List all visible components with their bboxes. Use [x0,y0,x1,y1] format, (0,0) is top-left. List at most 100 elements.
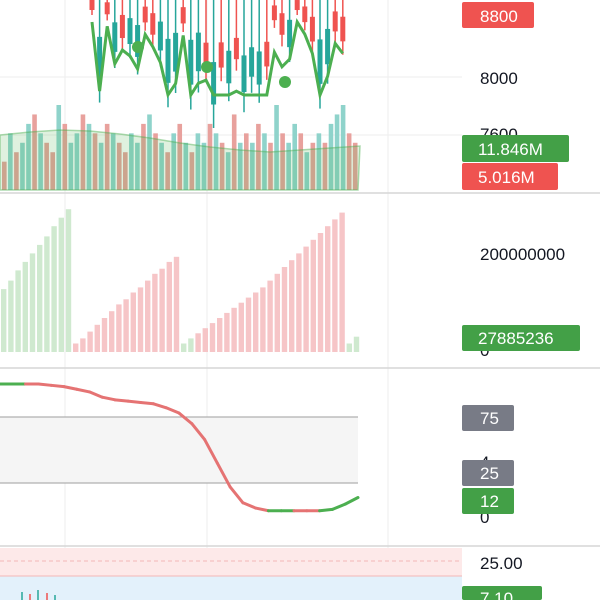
cumulative-bar [15,270,21,352]
cumulative-bar [1,289,7,352]
volume-bar [195,133,201,190]
oscillator-segment [100,395,117,402]
trend-dot [279,76,291,88]
oscillator-segment [254,506,270,513]
volume-bar [135,142,140,190]
volume-bar [80,114,86,190]
volume-down-badge-text: 5.016M [478,168,535,187]
candle [233,0,239,71]
oscillator-segment [62,385,79,391]
candle [302,0,308,31]
cumulative-bar [166,261,172,352]
volume-bar [14,152,19,190]
volume-bar [316,133,322,190]
volume-bar [110,133,116,190]
volume-bar [183,142,189,190]
volume-bar [68,142,74,190]
cumulative-bar [274,273,280,352]
cumulative-bar [137,287,144,352]
cumulative-bar [202,328,208,352]
oscillator-value-badge: 12 [462,488,514,514]
volume-bar [250,142,255,190]
cumulative-bar [159,268,165,352]
candle [119,0,125,51]
candle [142,0,148,31]
volume-bar [171,133,176,190]
cumulative-bar [73,343,79,352]
cumulative-bars [1,209,360,352]
cumulative-bar [145,280,151,352]
cumulative-bar [332,219,338,352]
volume-up-badge: 11.846M [462,135,569,162]
cumulative-bar [58,217,64,352]
candle [226,0,232,102]
volume-bar [153,133,158,190]
oscillator-segment [177,411,194,426]
cumulative-bar [209,323,216,352]
oscillator-line [0,382,360,513]
oscillator-segment [343,496,360,506]
cumulative-bar [173,256,180,352]
volume-bar [92,133,98,190]
cumulative-bar [310,239,316,352]
oscillator-segment [49,383,66,389]
lower-band-badge-text: 25 [480,464,499,483]
candle [157,0,163,67]
cumulative-bar [317,233,324,352]
bottom-lower-zone [0,576,462,600]
volume-bar [237,142,243,190]
volume-bar [2,161,7,190]
cumulative-bar [231,307,237,352]
candle [264,0,270,80]
last-price-badge: 8800 [462,2,534,28]
cumulative-bar [296,253,302,352]
volume-bar [123,152,128,190]
cumulative-bar [37,244,43,352]
cumulative-bar [29,253,36,352]
cumulative-bar [260,287,266,352]
volume-bar [177,123,183,190]
upper-band-badge-text: 75 [480,409,499,428]
volume-up-badge-text: 11.846M [478,140,543,159]
volume-bar [129,133,134,190]
volume-bar [207,123,213,190]
cumulative-value-badge-text: 27885236 [478,329,554,348]
oscillator-segment [88,390,104,399]
volume-bar [346,133,352,190]
volume-bar [298,133,304,190]
volume-bar [20,142,25,190]
upper-band-badge: 75 [462,405,514,431]
candle [332,0,338,43]
candle [195,0,201,93]
oscillator-segment [113,398,130,403]
candle [218,0,224,82]
cumulative-bar [22,261,28,352]
cumulative-bar [44,236,50,352]
volume-bar [141,123,146,190]
cumulative-bar [346,343,352,352]
cumulative-bar [195,333,201,352]
trend-dot [201,61,213,73]
volume-bar [165,152,170,190]
candle [279,0,285,47]
cumulative-bar [51,226,57,352]
candle [256,0,262,103]
cumulative-tick: 200000000 [480,245,565,264]
price-candles [89,0,346,129]
volume-bar [256,123,261,190]
volume-bar [104,123,110,190]
volume-bar [231,114,237,190]
cumulative-bar [253,292,259,352]
volume-ma-area [0,129,361,191]
volume-bar [213,133,219,190]
cumulative-bar [80,338,86,352]
cumulative-bar [181,343,187,352]
volume-bar [38,133,43,190]
panel-separators [0,192,600,547]
volume-bar [219,142,225,190]
volume-bar [116,142,122,190]
volume-bar [328,123,334,190]
volume-bar [8,133,13,190]
volume-bar [225,152,231,190]
